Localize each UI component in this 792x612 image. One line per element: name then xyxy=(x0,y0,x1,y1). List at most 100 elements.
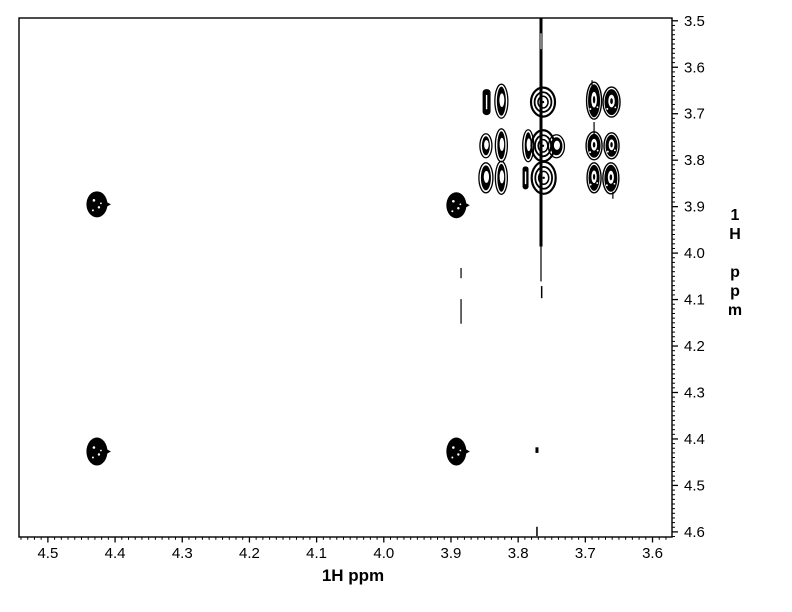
cross-peak-contour-3 xyxy=(537,95,549,109)
peak-speck xyxy=(92,446,96,449)
y-tick-label: 3.9 xyxy=(684,199,705,216)
ridge-streak xyxy=(591,80,593,89)
peak-speck xyxy=(614,149,616,152)
y-tick-label: 4.6 xyxy=(684,524,705,541)
y-axis-title-char: H xyxy=(729,226,741,243)
peak-speck xyxy=(97,206,101,209)
cross-peak-nub xyxy=(105,201,111,208)
peak-speck xyxy=(596,182,599,184)
cross-peak-outline xyxy=(494,160,509,195)
peak-speck xyxy=(100,449,102,452)
y-axis-title-char: 1 xyxy=(730,207,740,224)
ridge-streak xyxy=(540,246,542,282)
cross-peak-outline xyxy=(586,162,602,194)
peak-speck xyxy=(457,453,460,456)
cross-peak-core xyxy=(499,137,505,151)
cross-peak-contour-1 xyxy=(530,160,557,195)
x-tick-label: 4.0 xyxy=(373,545,394,562)
x-tick-label: 4.4 xyxy=(105,545,126,562)
peak-speck xyxy=(100,202,102,205)
y-tick-label: 4.4 xyxy=(684,431,705,448)
cross-peak-outline xyxy=(494,83,509,119)
ridge-streak xyxy=(540,286,543,299)
y-axis-title-char: m xyxy=(727,302,743,319)
cross-peak-core xyxy=(484,139,489,150)
peak-speck xyxy=(459,203,462,206)
x-tick-label: 3.9 xyxy=(441,545,462,562)
cross-peak-solid xyxy=(446,437,467,466)
y-tick-label: 3.5 xyxy=(684,13,705,30)
peak-speck xyxy=(459,449,462,452)
cross-peak-solid xyxy=(86,191,108,218)
cross-peak-outline xyxy=(585,81,603,120)
ridge-streak xyxy=(460,299,462,324)
peak-speck xyxy=(97,453,101,456)
cross-peak-center xyxy=(592,96,596,104)
ridge-streak xyxy=(612,191,614,199)
cross-peak-bar-core xyxy=(485,94,488,110)
y-tick-label: 4.1 xyxy=(684,292,705,309)
y-tick-label: 3.8 xyxy=(684,152,705,169)
y-axis-title-char: p xyxy=(730,283,740,300)
peak-speck xyxy=(92,199,96,202)
cross-peak-solid xyxy=(446,192,467,219)
y-tick-label: 4.5 xyxy=(684,477,705,494)
cross-peak-center xyxy=(541,144,545,147)
peak-speck xyxy=(614,106,617,109)
ridge-streak-core xyxy=(540,33,542,50)
y-tick-label: 3.7 xyxy=(684,106,705,123)
cross-peak-contour-1 xyxy=(529,86,557,118)
cross-peak-contour-2 xyxy=(533,91,553,113)
peak-speck xyxy=(613,182,616,185)
cross-peak-center xyxy=(592,141,596,148)
cross-peak-outline xyxy=(602,162,620,195)
ridge-streak xyxy=(535,447,539,453)
cross-peak-outline xyxy=(478,162,494,194)
ridge-streak xyxy=(536,526,538,537)
peak-speck xyxy=(451,210,454,213)
ridge-streak xyxy=(460,267,462,279)
peak-speck xyxy=(452,446,455,449)
peak-speck xyxy=(91,456,94,459)
cross-peak-center xyxy=(541,100,545,104)
peak-speck xyxy=(606,107,609,110)
cross-peak-solid xyxy=(86,437,108,466)
x-tick-label: 3.7 xyxy=(575,545,596,562)
cross-peak-outline xyxy=(522,129,535,163)
peak-speck xyxy=(589,183,592,186)
cross-peak-center xyxy=(609,174,613,181)
x-tick-label: 4.1 xyxy=(306,545,327,562)
plot-frame xyxy=(18,17,673,538)
y-axis-title-char: p xyxy=(730,264,740,281)
cross-peak-nub xyxy=(105,448,111,455)
x-tick-label: 4.3 xyxy=(172,545,193,562)
x-axis-title: 1H ppm xyxy=(321,566,385,585)
cross-peak-outline xyxy=(585,131,603,161)
x-tick-label: 3.6 xyxy=(642,545,663,562)
x-tick-label: 4.5 xyxy=(37,545,58,562)
cross-peak-outline xyxy=(603,132,620,160)
cross-peak-core xyxy=(499,170,505,184)
peak-speck xyxy=(91,209,94,212)
cross-peak-nub xyxy=(464,448,470,455)
cross-peak-contour-2 xyxy=(534,166,553,190)
cross-peak-core xyxy=(526,138,531,152)
y-tick-label: 4.3 xyxy=(684,384,705,401)
cross-peak-core xyxy=(553,140,560,150)
peak-speck xyxy=(457,207,460,210)
cross-peak-outline xyxy=(602,86,621,118)
cross-peak-outline xyxy=(547,134,566,159)
cross-peak-nub xyxy=(464,202,470,209)
y-tick-label: 4.0 xyxy=(684,245,705,262)
cross-peak-core xyxy=(483,170,490,183)
cross-peak-center xyxy=(592,173,596,180)
cross-peak-core xyxy=(499,93,505,107)
peak-speck xyxy=(452,199,455,203)
cross-peak-center xyxy=(542,176,545,180)
cross-peak-bar-core xyxy=(524,171,527,185)
peak-speck xyxy=(596,106,599,109)
y-tick-label: 3.6 xyxy=(684,59,705,76)
